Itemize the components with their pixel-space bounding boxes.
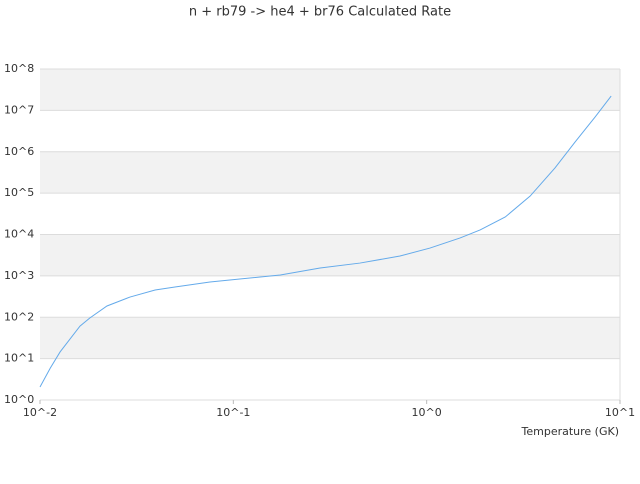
y-tick-label: 10^5 <box>4 186 34 199</box>
x-tick-label: 10^1 <box>605 406 635 419</box>
y-tick-label: 10^7 <box>4 103 34 116</box>
y-tick-label: 10^6 <box>4 145 34 158</box>
y-tick-label: 10^0 <box>4 393 34 406</box>
x-tick-label: 10^-2 <box>23 406 57 419</box>
y-tick-label: 10^3 <box>4 269 34 282</box>
grid-band <box>40 317 620 359</box>
x-tick-label: 10^0 <box>412 406 442 419</box>
grid-band <box>40 69 620 111</box>
y-tick-label: 10^4 <box>4 228 34 241</box>
x-tick-label: 10^-1 <box>216 406 250 419</box>
data-line <box>39 95 612 388</box>
grid-band <box>40 151 620 194</box>
grid-band <box>40 234 620 276</box>
y-tick-label: 10^2 <box>4 310 34 323</box>
x-axis-label: Temperature (GK) <box>521 425 620 438</box>
y-tick-label: 10^8 <box>4 62 34 75</box>
y-tick-label: 10^1 <box>4 352 34 365</box>
chart-title: n + rb79 -> he4 + br76 Calculated Rate <box>189 5 451 20</box>
